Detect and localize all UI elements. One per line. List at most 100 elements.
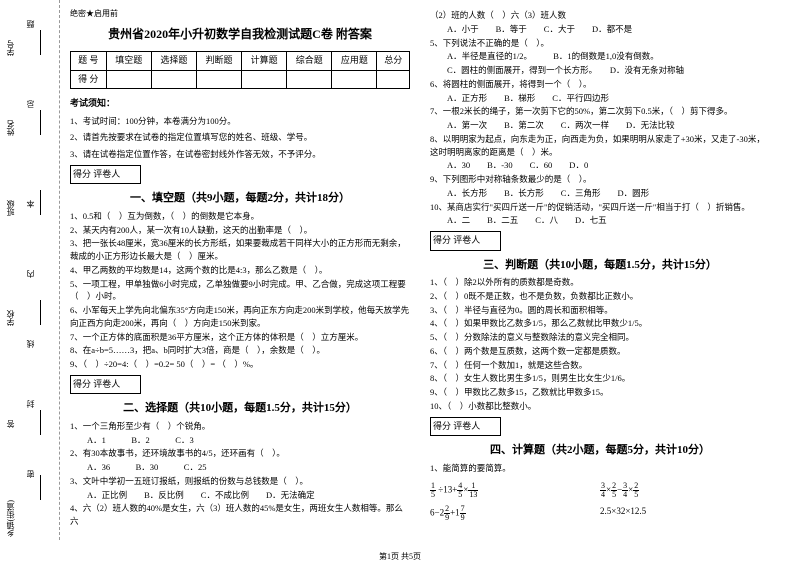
- score-box: 得分 评卷人: [70, 165, 141, 185]
- q-choice: A．正比例 B．反比例 C．不成比例 D．无法确定: [70, 489, 410, 502]
- th: 综合题: [287, 52, 332, 71]
- seal-char-4: 内: [25, 270, 36, 278]
- margin-line: [40, 30, 41, 55]
- th: 应用题: [332, 52, 377, 71]
- q-choice: 4、六（2）班人数的40%是女生，六（3）班人数的45%是女生，两班女生人数相等…: [70, 502, 410, 528]
- q-choice: 5、下列说法不正确的是（ ）。: [430, 37, 770, 50]
- q-choice: 9、下列图形中对称轴条数最少的是（ ）。: [430, 173, 770, 186]
- td-blank[interactable]: [377, 70, 410, 89]
- q-choice: （2）班的人数（ ）六（3）班人数: [430, 9, 770, 22]
- td-blank[interactable]: [242, 70, 287, 89]
- notice-item: 2、请首先按要求在试卷的指定位置填写您的姓名、班级、学号。: [70, 131, 410, 144]
- label-town: 乡镇(街道): [5, 500, 16, 537]
- margin-line: [40, 475, 41, 500]
- notice-item: 1、考试时间：100分钟，本卷满分为100分。: [70, 115, 410, 128]
- q-choice: A．30 B．-30 C．60 D．0: [430, 159, 770, 172]
- q-choice: A．二 B．二五 C．八 D．七五: [430, 214, 770, 227]
- seal-char-7: 密: [25, 470, 36, 478]
- page-footer: 第1页 共5页: [0, 551, 800, 562]
- formula: 15 ÷13+45×113: [430, 479, 600, 502]
- right-column: （2）班的人数（ ）六（3）班人数 A．小于 B．等于 C．大于 D．都不是 5…: [420, 0, 780, 540]
- formula: 2.5×32×12.5: [600, 502, 770, 525]
- secret-label: 绝密★启用前: [70, 8, 410, 20]
- q-fill: 1、0.5和（ ）互为倒数，（ ）的倒数是它本身。: [70, 210, 410, 223]
- td-blank[interactable]: [332, 70, 377, 89]
- label-name: 姓名: [5, 120, 16, 136]
- q-fill: 6、小军每天上学先向北偏东35°方向走150米，再向正东方向走200米到学校，他…: [70, 304, 410, 330]
- th: 判断题: [196, 52, 241, 71]
- q-choice: A．半径是直径的1/2。 B．1的倒数是1,0没有倒数。: [430, 50, 770, 63]
- th: 选择题: [151, 52, 196, 71]
- q-fill: 9、（ ）÷20=4:（ ）=0.2= 50（ ）= （ ）%。: [70, 358, 410, 371]
- section-1-title: 一、填空题（共9小题，每题2分，共计18分）: [70, 190, 410, 207]
- label-school: 学校: [5, 310, 16, 326]
- margin-line: [40, 190, 41, 215]
- section-3-title: 三、判断题（共10小题，每题1.5分，共计15分）: [430, 257, 770, 274]
- q-choice: A．正方形 B．梯形 C．平行四边形: [430, 92, 770, 105]
- formula: 34×25−34×25: [600, 479, 770, 502]
- main-content: 绝密★启用前 贵州省2020年小升初数学自我检测试题C卷 附答案 题 号 填空题…: [60, 0, 800, 540]
- th: 计算题: [242, 52, 287, 71]
- q-fill: 7、一个正方体的底面积是36平方厘米，这个正方体的体积是（ ）立方厘米。: [70, 331, 410, 344]
- q-fill: 5、一项工程，甲单独做6小时完成，乙单独做要9小时完成。甲、乙合做，完成这项工程…: [70, 278, 410, 304]
- notice-title: 考试须知：: [70, 97, 410, 111]
- score-box: 得分 评卷人: [430, 231, 501, 251]
- q-judge: 10、（ ）小数都比整数小。: [430, 400, 770, 413]
- calc-instruction: 1、能简算的要简算。: [430, 462, 770, 475]
- left-column: 绝密★启用前 贵州省2020年小升初数学自我检测试题C卷 附答案 题 号 填空题…: [60, 0, 420, 540]
- q-judge: 9、（ ）甲数比乙数多15，乙数就比甲数多15。: [430, 386, 770, 399]
- label-xuehao: 学号: [5, 40, 16, 56]
- td-blank[interactable]: [106, 70, 151, 89]
- q-choice: 6、将圆柱的侧面展开，将得到一个（ ）。: [430, 78, 770, 91]
- score-table: 题 号 填空题 选择题 判断题 计算题 综合题 应用题 总分 得 分: [70, 51, 410, 89]
- seal-char-6: 封: [25, 400, 36, 408]
- seal-char-3: 本: [25, 200, 36, 208]
- q-choice: C．圆柱的侧面展开，得到一个长方形。 D．没有无条对称轴: [430, 64, 770, 77]
- q-fill: 8、在a÷b=5……3，把a、b同时扩大3倍，商是（ ），余数是（ ）。: [70, 344, 410, 357]
- q-judge: 7、（ ）任何一个数加1，就是这些合数。: [430, 359, 770, 372]
- q-choice: A．36 B．30 C．25: [70, 461, 410, 474]
- q-judge: 2、（ ）0既不是正数，也不是负数，负数都比正数小。: [430, 290, 770, 303]
- q-choice: 2、有30本故事书，还环境故事书的4/5，还环画有（ ）。: [70, 447, 410, 460]
- q-choice: A．长方形 B．长方形 C．三角形 D．圆形: [430, 187, 770, 200]
- margin-line: [40, 300, 41, 325]
- th: 总分: [377, 52, 410, 71]
- q-judge: 1、（ ）除2以外所有的质数都是奇数。: [430, 276, 770, 289]
- q-choice: 8、以明明家为起点，向东走为正，向西走为负，如果明明从家走了+30米，又走了-3…: [430, 133, 770, 159]
- q-judge: 4、（ ）如果甲数比乙数多1/5，那么乙数就比甲数少1/5。: [430, 317, 770, 330]
- q-fill: 4、甲乙两数的平均数是14，这两个数的比是4:3，那么乙数是（ ）。: [70, 264, 410, 277]
- seal-char-2: 忌: [25, 100, 36, 108]
- td-blank[interactable]: [287, 70, 332, 89]
- q-fill: 3、把一张长48厘米，宽36厘米的长方形纸，如果要裁成若干同样大小的正方形而无剩…: [70, 237, 410, 263]
- q-choice: 3、文叶中学初一五班订报纸，则报纸的份数与总钱数是（ ）。: [70, 475, 410, 488]
- th: 填空题: [106, 52, 151, 71]
- binding-margin: 学号 题 姓名 忌 班级 本 内 学校 线 封 答 乡镇(街道) 密: [0, 0, 60, 540]
- seal-char-1: 题: [25, 20, 36, 28]
- label-answer: 答: [5, 420, 16, 428]
- exam-title: 贵州省2020年小升初数学自我检测试题C卷 附答案: [70, 25, 410, 43]
- formula-grid: 15 ÷13+45×113 34×25−34×25 6−229+179 2.5×…: [430, 479, 770, 525]
- q-choice: 10、某商店实行"买四斤送一斤"的促销活动，"买四斤送一斤"相当于打（ ）折销售…: [430, 201, 770, 214]
- formula: 6−229+179: [430, 502, 600, 525]
- q-choice: 1、一个三角形至少有（ ）个锐角。: [70, 420, 410, 433]
- section-4-title: 四、计算题（共2小题，每题5分，共计10分）: [430, 442, 770, 459]
- label-class: 班级: [5, 200, 16, 216]
- q-choice: A．1 B．2 C．3: [70, 434, 410, 447]
- q-choice: 7、一根2米长的绳子，第一次剪下它的50%，第二次剪下0.5米，（ ）剪下得多。: [430, 105, 770, 118]
- q-judge: 5、（ ）分数除法的意义与整数除法的意义完全相同。: [430, 331, 770, 344]
- section-2-title: 二、选择题（共10小题，每题1.5分，共计15分）: [70, 400, 410, 417]
- margin-line: [40, 410, 41, 435]
- notice-item: 3、请在试卷指定位置作答，在试卷密封线外作答无效，不予评分。: [70, 148, 410, 161]
- q-choice: A．小于 B．等于 C．大于 D．都不是: [430, 23, 770, 36]
- q-judge: 3、（ ）半径与直径为0。圆的周长和面积相等。: [430, 304, 770, 317]
- q-choice: A．第一次 B．第二次 C．两次一样 D．无法比较: [430, 119, 770, 132]
- margin-line: [40, 110, 41, 135]
- score-box: 得分 评卷人: [430, 417, 501, 437]
- score-box: 得分 评卷人: [70, 375, 141, 395]
- th: 题 号: [71, 52, 107, 71]
- td-blank[interactable]: [151, 70, 196, 89]
- td-blank[interactable]: [196, 70, 241, 89]
- td-score: 得 分: [71, 70, 107, 89]
- q-judge: 6、（ ）两个数是互质数，这两个数一定都是质数。: [430, 345, 770, 358]
- q-judge: 8、（ ）女生人数比男生多1/5，则男生比女生少1/6。: [430, 372, 770, 385]
